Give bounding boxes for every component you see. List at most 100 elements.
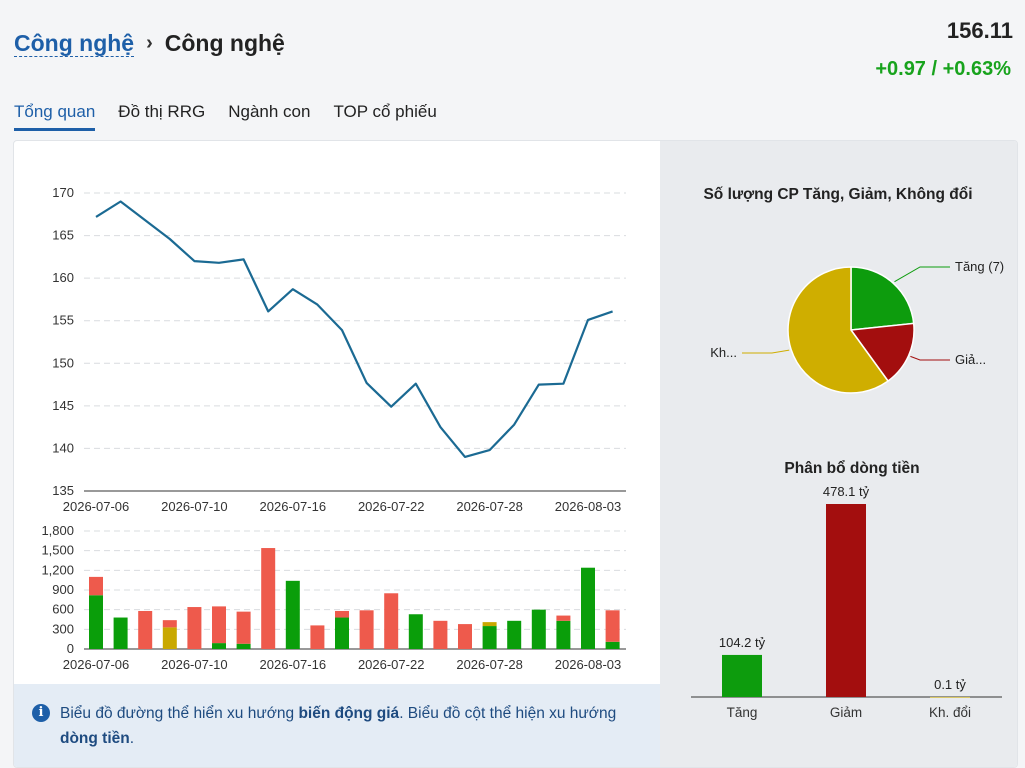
- tab-top-stocks[interactable]: TOP cổ phiếu: [333, 102, 437, 121]
- flow-bar-down: [236, 611, 251, 644]
- flow-bar-down: [310, 625, 325, 649]
- pie-label: Kh...: [710, 345, 737, 360]
- flow-bar-label: 104.2 tỷ: [719, 635, 766, 650]
- flow-bar: [930, 696, 970, 698]
- flow-category-label: Kh. đổi: [929, 705, 971, 720]
- line-y-tick: 150: [52, 355, 74, 370]
- info-text-1: Biểu đồ đường thể hiển xu hướng: [60, 705, 299, 722]
- bar-y-tick: 1,200: [41, 562, 74, 577]
- flow-bar-up: [531, 609, 546, 649]
- flow-bar-down: [433, 620, 448, 649]
- bar-x-tick: 2026-07-10: [161, 657, 228, 672]
- line-y-tick: 165: [52, 228, 74, 243]
- bar-x-tick: 2026-07-06: [63, 657, 130, 672]
- line-y-tick: 145: [52, 398, 74, 413]
- index-price: 156.11: [946, 18, 1013, 43]
- overview-card: 135 140 145 150 155 160 165 170 2026-07-06 2026-0…: [13, 140, 1018, 768]
- chevron-right-icon: ›: [146, 32, 153, 54]
- line-y-tick: 160: [52, 270, 74, 285]
- flow-bar-up: [335, 617, 349, 649]
- flow-bar-down: [138, 610, 153, 649]
- bar-x-tick: 2026-07-16: [260, 657, 327, 672]
- flow-bar-down: [384, 593, 399, 649]
- flow-bar-down: [605, 610, 620, 642]
- flow-bar-up: [408, 614, 423, 649]
- line-y-tick: 155: [52, 313, 74, 328]
- bar-x-tick: 2026-07-22: [358, 657, 425, 672]
- info-bold-price: biến động giá: [298, 705, 400, 722]
- breadcrumb-parent-link[interactable]: Công nghệ: [14, 30, 135, 57]
- flow-bar-flat: [482, 622, 497, 627]
- flow-category-label: Tăng: [727, 705, 758, 720]
- bar-y-tick: 0: [67, 641, 74, 656]
- info-text-2: . Biểu đồ cột thể hiện xu hướng: [399, 705, 617, 722]
- tab-rrg-chart[interactable]: Đồ thị RRG: [118, 102, 206, 121]
- pie-label: Giả...: [955, 352, 986, 367]
- flow-bar-up: [212, 643, 226, 649]
- price-chart-panel: 135 140 145 150 155 160 165 170 2026-07-06 2026-0…: [14, 141, 660, 767]
- flow-bar-up: [556, 620, 571, 649]
- breakdown-charts: Số lượng CP Tăng, Giảm, Không đổi Tăng (7…: [691, 186, 1004, 720]
- flow-bar-label: 478.1 tỷ: [823, 484, 870, 499]
- bar-x-tick: 2026-08-03: [555, 657, 622, 672]
- flow-bar-down: [162, 620, 177, 628]
- bar-y-tick: 1,800: [41, 523, 74, 538]
- flow-bar-flat: [162, 627, 177, 649]
- line-x-tick: 2026-07-28: [456, 499, 523, 514]
- flow-bar: [722, 654, 762, 697]
- flow-bar-up: [236, 643, 251, 649]
- flow-bar-down: [359, 610, 374, 649]
- bar-y-tick: 900: [52, 582, 74, 597]
- flow-bar-down: [89, 576, 103, 596]
- pie-title: Số lượng CP Tăng, Giảm, Không đổi: [703, 186, 972, 203]
- flow-bar-up: [482, 626, 497, 649]
- flow-bar-up: [113, 617, 128, 649]
- line-y-tick: 135: [52, 483, 74, 498]
- line-x-tick: 2026-07-16: [260, 499, 327, 514]
- flow-category-label: Giảm: [830, 705, 862, 720]
- line-x-tick: 2026-07-10: [161, 499, 228, 514]
- line-x-tick: 2026-07-22: [358, 499, 425, 514]
- price-line: [95, 200, 613, 458]
- tab-overview[interactable]: Tổng quan: [14, 102, 96, 131]
- flow-bar-down: [556, 615, 571, 621]
- line-y-tick: 140: [52, 440, 74, 455]
- tab-sub-industry[interactable]: Ngành con: [228, 102, 311, 121]
- flow-bar: [826, 504, 866, 697]
- bar-y-tick: 600: [52, 602, 74, 617]
- pie-label: Tăng (7): [955, 259, 1004, 274]
- info-text-3: .: [129, 730, 135, 747]
- pie-leader-line: [894, 266, 950, 283]
- info-bold-flow: dòng tiền: [60, 730, 130, 747]
- flow-bar-down: [261, 548, 276, 649]
- pie-slice: [850, 266, 915, 331]
- flow-bar-up: [89, 595, 103, 649]
- bar-y-tick: 1,500: [41, 543, 74, 558]
- flow-bar-down: [458, 624, 472, 649]
- index-price-change: +0.97 / +0.63%: [875, 58, 1011, 80]
- flow-bar-down: [212, 606, 226, 644]
- breakdown-panel: Số lượng CP Tăng, Giảm, Không đổi Tăng (7…: [660, 141, 1017, 767]
- line-x-tick: 2026-08-03: [555, 499, 622, 514]
- breadcrumb: Công nghệ › Công nghệ: [14, 30, 285, 57]
- pie-leader-line: [910, 355, 950, 361]
- flow-bar-up: [605, 641, 620, 649]
- pie-slice: [849, 322, 915, 383]
- flow-bar-up: [581, 567, 595, 649]
- bar-x-tick: 2026-07-28: [456, 657, 523, 672]
- pie-slice: [787, 266, 890, 394]
- flow-bar-up: [285, 580, 300, 649]
- page-header: Công nghệ › Công nghệ 156.11 +0.97 / +0.…: [0, 0, 1025, 96]
- flow-bar-label: 0.1 tỷ: [934, 677, 966, 692]
- flow-bar-down: [187, 607, 202, 649]
- info-icon: i: [32, 704, 50, 722]
- chart-info-note: i Biểu đồ đường thể hiển xu hướng biến đ…: [14, 684, 660, 767]
- bar-y-tick: 300: [52, 621, 74, 636]
- price-and-flow-chart: 135 140 145 150 155 160 165 170 2026-07-06 2026-0…: [41, 185, 626, 672]
- flow-bar-down: [335, 610, 349, 618]
- pie-leader-line: [742, 349, 790, 354]
- page-title: Công nghệ: [164, 30, 285, 56]
- flow-bar-up: [507, 620, 522, 649]
- flow-title: Phân bổ dòng tiền: [784, 460, 919, 477]
- line-y-tick: 170: [52, 185, 74, 200]
